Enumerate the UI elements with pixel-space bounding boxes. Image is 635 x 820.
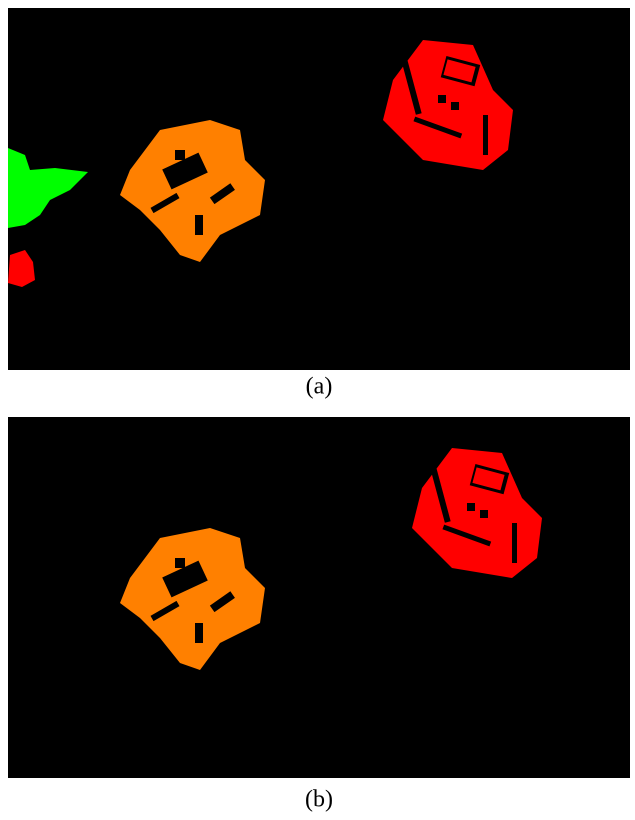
caption: (a) xyxy=(306,374,333,400)
figure: (a) (b) xyxy=(0,0,635,820)
panel-b: (b) xyxy=(8,417,630,813)
panel-a: (a) xyxy=(8,8,630,400)
page: (a) (b) (() => { const data = JSON.parse… xyxy=(0,0,635,820)
caption: (b) xyxy=(305,787,333,813)
